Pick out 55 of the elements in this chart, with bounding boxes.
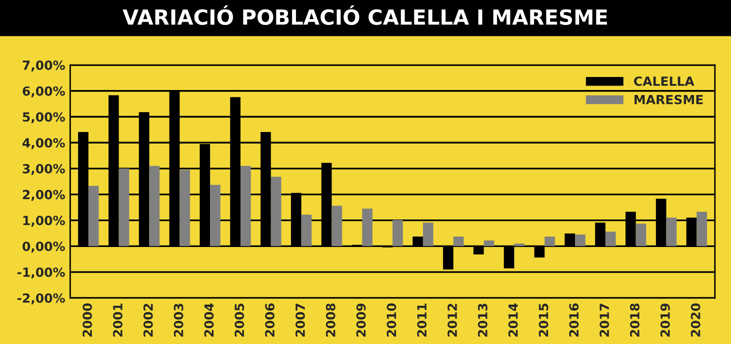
bar	[666, 218, 677, 246]
x-tick-label: 2015	[538, 304, 548, 337]
chart-title: VARIACIÓ POBLACIÓ CALELLA I MARESME	[122, 5, 607, 25]
x-tick-label: 2005	[234, 304, 244, 337]
y-tick-label: 2,00%	[22, 190, 65, 201]
x-tick-label: 2008	[326, 304, 336, 337]
y-tick-label: -1,00%	[17, 268, 65, 279]
x-tick-label: 2000	[82, 303, 92, 337]
x-tick-label: 2012	[448, 304, 457, 337]
x-tick-label: 2004	[204, 303, 214, 337]
x-tick-label: 2010	[386, 303, 396, 337]
x-tick-label: 2009	[356, 304, 366, 337]
x-tick-label: 2006	[265, 303, 275, 337]
x-tick-label: 2018	[630, 304, 640, 337]
bar	[118, 168, 130, 246]
bar	[544, 236, 555, 246]
y-tick-label: 4,00%	[22, 138, 65, 150]
bar	[484, 240, 494, 246]
x-tick-label: 2002	[143, 304, 153, 337]
x-tick-label: 2003	[174, 304, 184, 337]
bar	[575, 234, 586, 246]
y-tick-label: 0,00%	[22, 242, 65, 253]
x-tick-label: 2016	[569, 303, 579, 337]
y-tick-label: 5,00%	[22, 112, 65, 124]
bar	[362, 208, 372, 246]
bar	[88, 186, 99, 246]
x-tick-label: 2011	[417, 304, 427, 337]
bar	[180, 170, 190, 246]
bar	[696, 212, 708, 246]
bar	[240, 166, 251, 246]
x-tick-label: 2014	[508, 303, 518, 337]
x-tick-label: 2013	[478, 304, 488, 337]
y-tick-label: -2,00%	[17, 293, 65, 304]
x-tick-label: 2019	[660, 304, 670, 337]
bar	[422, 222, 434, 246]
bar	[605, 232, 616, 246]
legend-label: CALELLA	[634, 76, 694, 86]
x-tick-label: 2020	[690, 303, 700, 337]
bar	[514, 244, 525, 246]
y-tick-label: 3,00%	[22, 164, 65, 176]
y-tick-label: 1,00%	[23, 216, 65, 227]
bar	[392, 220, 403, 246]
x-tick-label: 2001	[113, 304, 122, 337]
bar	[453, 236, 464, 246]
y-tick-label: 7,00%	[22, 60, 65, 72]
bar	[301, 214, 312, 246]
bar	[636, 224, 646, 246]
bar	[332, 206, 342, 246]
bar	[270, 176, 282, 246]
bar	[149, 166, 160, 246]
bar	[210, 184, 220, 246]
legend-label: MARESME	[634, 94, 703, 104]
x-tick-label: 2017	[600, 304, 610, 337]
y-tick-label: 6,00%	[22, 86, 65, 98]
x-tick-label: 2007	[295, 304, 305, 337]
